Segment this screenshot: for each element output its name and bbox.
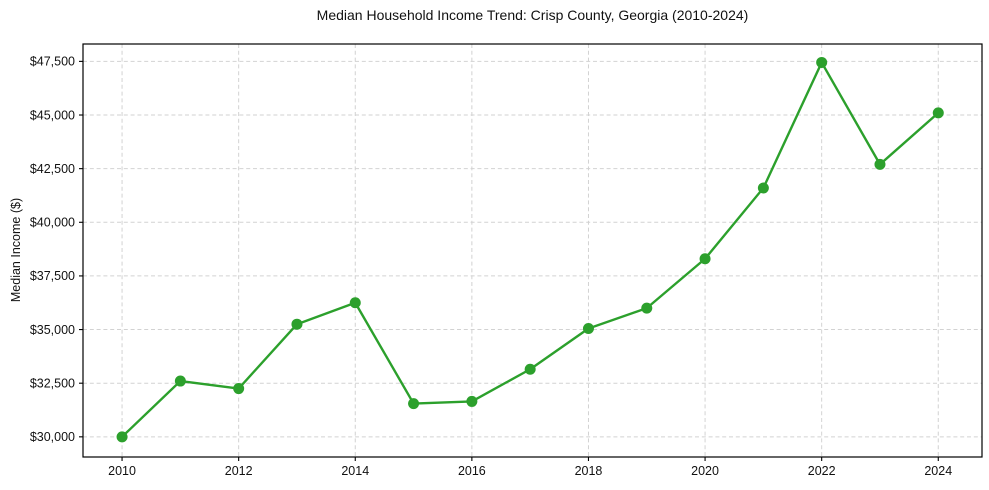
data-point-2020	[699, 253, 711, 265]
data-point-2014	[349, 297, 361, 309]
data-point-2016	[466, 395, 478, 407]
y-tick-label: $37,500	[30, 269, 75, 283]
data-point-2015	[408, 398, 420, 410]
chart-title: Median Household Income Trend: Crisp Cou…	[316, 7, 749, 23]
x-tick-label: 2018	[575, 464, 603, 478]
data-point-2012	[233, 383, 245, 395]
y-tick-label: $32,500	[30, 376, 75, 390]
x-tick-label: 2022	[808, 464, 836, 478]
x-tick-label: 2012	[225, 464, 253, 478]
x-tick-label: 2016	[458, 464, 486, 478]
x-tick-label: 2014	[341, 464, 369, 478]
data-point-2010	[116, 431, 128, 443]
plot-frame	[82, 43, 983, 458]
data-point-2021	[757, 182, 769, 194]
data-point-2018	[582, 322, 594, 334]
data-point-2024	[932, 107, 944, 119]
trend-line	[120, 61, 940, 439]
x-tick-label: 2024	[924, 464, 952, 478]
y-tick-label: $47,500	[30, 55, 75, 69]
data-point-2017	[524, 363, 536, 375]
data-point-2013	[291, 318, 303, 330]
y-tick-label: $45,000	[30, 108, 75, 122]
y-tick-label: $30,000	[30, 430, 75, 444]
y-tick-label: $40,000	[30, 216, 75, 230]
y-tick-label: $35,000	[30, 323, 75, 337]
data-point-2022	[816, 56, 828, 68]
data-point-2019	[641, 302, 653, 314]
data-point-2011	[174, 375, 186, 387]
x-tick-label: 2010	[108, 464, 136, 478]
y-tick-label: $42,500	[30, 162, 75, 176]
data-point-2023	[874, 158, 886, 170]
x-tick-label: 2020	[691, 464, 719, 478]
